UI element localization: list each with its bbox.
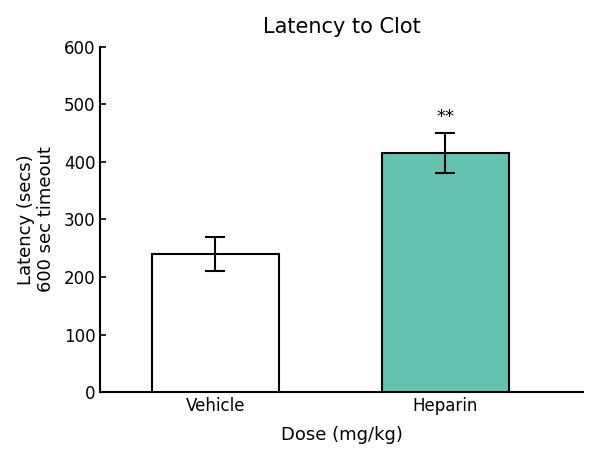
X-axis label: Dose (mg/kg): Dose (mg/kg) bbox=[281, 426, 403, 444]
Y-axis label: Latency (secs)
600 sec timeout: Latency (secs) 600 sec timeout bbox=[17, 147, 55, 292]
Bar bbox=[382, 153, 509, 392]
Bar bbox=[152, 254, 278, 392]
Text: **: ** bbox=[436, 108, 454, 126]
Title: Latency to Clot: Latency to Clot bbox=[263, 17, 421, 37]
